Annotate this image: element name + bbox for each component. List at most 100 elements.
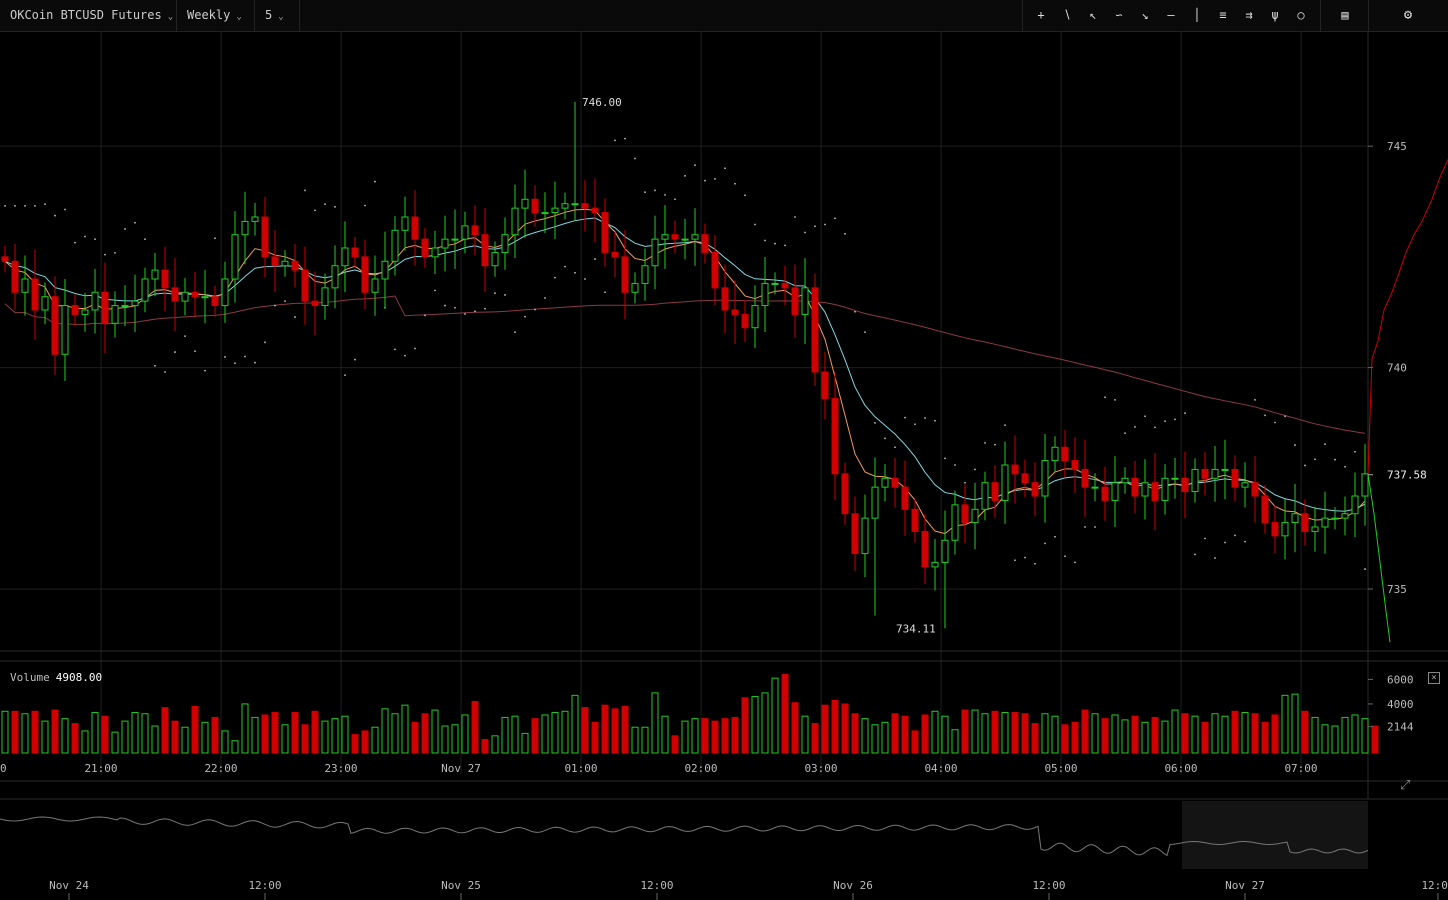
volume-bar (1041, 713, 1049, 754)
time-axis[interactable]: 0 21:00 22:00 23:00 Nov 27 01:00 02:00 03:00 04:… (0, 762, 1318, 775)
volume-bar (1351, 714, 1359, 754)
candle-body (111, 305, 119, 324)
volume-bar (751, 696, 759, 754)
volume-bar (291, 712, 299, 754)
sar-dot (1234, 534, 1236, 537)
sar-dot (1194, 553, 1196, 556)
navigator[interactable]: Nov 24 12:00 Nov 25 12:00 Nov 26 12:00 Nov 27 1… (0, 801, 1448, 900)
candle-body (771, 282, 779, 285)
candle-body (391, 229, 399, 262)
volume-bar (731, 716, 739, 754)
sar-dot (904, 416, 906, 419)
sar-dot (264, 341, 266, 344)
sar-dot (134, 221, 136, 224)
curve-icon[interactable]: ∽ (1115, 8, 1123, 22)
price-chart[interactable]: 745 740 735 737.58 6000 4000 2144 0 21:00 22:00… (0, 31, 1448, 900)
sar-dot (734, 182, 736, 185)
sar-dot (534, 308, 536, 311)
interval-selector[interactable]: 5 ⌄ (255, 0, 300, 31)
nav-tick-label: 12:00 (1032, 879, 1065, 892)
toolbar-divider (1022, 0, 1023, 31)
sar-dot (604, 291, 606, 294)
period-selector[interactable]: Weekly ⌄ (177, 0, 255, 31)
volume-bar (1181, 713, 1189, 754)
sar-dot (994, 443, 996, 446)
candle-body (651, 238, 659, 267)
expand-icon[interactable]: ⤢ (1400, 778, 1411, 793)
sar-dot (1134, 426, 1136, 428)
vertical-line-icon[interactable]: │ (1193, 8, 1201, 22)
volume-bar (1061, 724, 1069, 754)
volume-bar (1131, 715, 1139, 754)
arrow-icon[interactable]: ↘ (1141, 8, 1149, 22)
fibonacci-fan-icon[interactable]: ⇉ (1245, 8, 1253, 22)
sar-dot (884, 437, 886, 440)
circle-icon[interactable]: ○ (1297, 8, 1305, 22)
volume-bar (671, 735, 679, 754)
price-axis[interactable]: 745 740 735 737.58 (1368, 140, 1427, 596)
sar-dot (674, 198, 676, 201)
candle-body (121, 305, 129, 308)
pitchfork-icon[interactable]: ψ (1271, 8, 1279, 22)
candle-body (1301, 513, 1309, 532)
volume-bar (201, 721, 209, 754)
sar-dot (974, 468, 976, 471)
candle-body (741, 313, 749, 329)
candle-body (811, 287, 819, 373)
x-tick-label: 06:00 (1164, 762, 1197, 775)
sar-dot (214, 237, 216, 240)
volume-bar (241, 703, 249, 754)
sar-dot (744, 194, 746, 197)
candle-body (951, 504, 959, 541)
sar-dot (224, 356, 226, 358)
candle-body (71, 305, 79, 315)
volume-bar (1011, 712, 1019, 754)
candle-body (821, 371, 829, 400)
candles (1, 101, 1369, 629)
sar-dot (1364, 568, 1366, 570)
volume-bar (1341, 716, 1349, 754)
volume-bar (251, 716, 259, 754)
sar-dot (1174, 418, 1176, 421)
sar-dot (834, 217, 836, 220)
chevron-down-icon: ⌄ (278, 12, 284, 22)
sar-dot (304, 189, 306, 192)
volume-bar (941, 715, 949, 754)
volume-bar (411, 721, 419, 754)
sar-dot (714, 178, 716, 180)
volume-bar (521, 732, 529, 754)
volume-bar (1121, 719, 1129, 754)
volume-bar (471, 700, 479, 754)
market-selector[interactable]: OKCoin BTCUSD Futures ⌄ (0, 0, 177, 31)
candle-body (221, 278, 229, 307)
y-tick-label: 740 (1387, 362, 1407, 375)
horizontal-line-icon[interactable]: – (1167, 8, 1175, 22)
candle-body (281, 260, 289, 267)
sar-dot (1264, 414, 1266, 417)
ray-icon[interactable]: ↖ (1089, 8, 1097, 22)
candle-body (561, 203, 569, 209)
sar-dot (434, 289, 436, 292)
close-icon[interactable]: × (1428, 672, 1440, 684)
volume-bar (371, 726, 379, 754)
candle-body (431, 247, 439, 258)
chart-type-icon[interactable]: ▤ (1341, 8, 1349, 22)
sar-dot (1004, 424, 1006, 427)
trendline-icon[interactable]: ∖ (1063, 8, 1071, 22)
candle-body (1111, 482, 1119, 501)
sar-dot (554, 276, 556, 279)
candle-body (961, 504, 969, 524)
candle-body (1341, 513, 1349, 519)
gear-icon[interactable]: ⚙ (1403, 7, 1413, 23)
volume-bar (101, 715, 109, 754)
chevron-down-icon: ⌄ (236, 12, 242, 22)
candle-body (271, 256, 279, 267)
sar-dot (1224, 541, 1226, 544)
sar-dot (754, 223, 756, 226)
volume-bar (881, 721, 889, 754)
parallel-lines-icon[interactable]: ≡ (1219, 8, 1227, 22)
crosshair-icon[interactable]: + (1037, 8, 1045, 22)
volume-bar (931, 710, 939, 754)
volume-bar (851, 713, 859, 754)
navigator-window (1182, 801, 1368, 869)
